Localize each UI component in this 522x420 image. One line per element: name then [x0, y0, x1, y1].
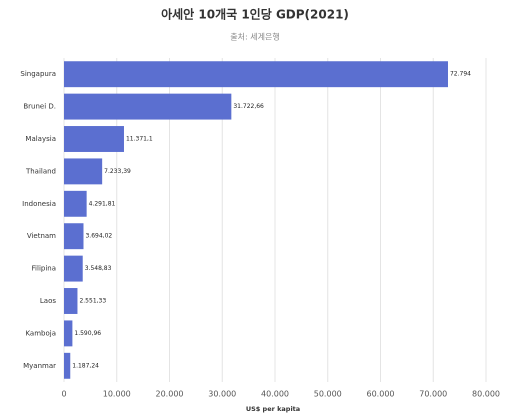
- x-tick-label: 40.000: [261, 390, 289, 399]
- x-tick-label: 60.000: [367, 390, 395, 399]
- value-label: 31.722,66: [233, 103, 264, 110]
- bar: [64, 320, 73, 347]
- value-label: 4.291,81: [89, 200, 116, 207]
- bar: [64, 352, 71, 379]
- bar: [64, 93, 232, 120]
- y-tick-label: Filipina: [32, 265, 56, 273]
- y-tick-label: Vietnam: [27, 232, 56, 240]
- bar: [64, 288, 78, 314]
- x-tick-label: 0: [61, 390, 66, 399]
- bar: [64, 255, 83, 282]
- y-tick-label: Kamboja: [25, 329, 56, 337]
- x-axis-label: US$ per kapita: [246, 405, 300, 413]
- x-tick-label: 50.000: [314, 390, 342, 399]
- x-tick-label: 20.000: [156, 390, 184, 399]
- bar: [64, 223, 84, 250]
- value-label: 11.371,1: [126, 136, 153, 143]
- bar: [64, 190, 87, 217]
- bar: [64, 158, 103, 185]
- bar: [64, 126, 124, 152]
- value-label: 2.551,33: [79, 298, 106, 305]
- chart-title: 아세안 10개국 1인당 GDP(2021): [161, 7, 349, 22]
- value-label: 3.694,02: [85, 233, 112, 240]
- x-tick-label: 70.000: [419, 390, 447, 399]
- x-tick-label: 80.000: [472, 390, 500, 399]
- value-label: 3.548,83: [85, 265, 112, 272]
- y-tick-label: Indonesia: [22, 200, 56, 208]
- value-label: 1.590,96: [74, 330, 101, 337]
- bar: [64, 61, 448, 88]
- x-tick-label: 30.000: [208, 390, 236, 399]
- value-label: 7.233,39: [104, 168, 131, 175]
- y-tick-label: Thailand: [25, 167, 56, 175]
- chart-subtitle: 출처: 세계은행: [230, 32, 279, 42]
- value-label: 72.794: [450, 71, 471, 78]
- x-tick-label: 10.000: [103, 390, 131, 399]
- y-tick-label: Singapura: [20, 70, 56, 78]
- value-label: 1.187,24: [72, 362, 99, 369]
- y-tick-label: Myanmar: [23, 362, 56, 370]
- y-tick-label: Brunei D.: [23, 103, 56, 111]
- y-tick-label: Laos: [40, 297, 56, 305]
- y-tick-label: Malaysia: [25, 135, 56, 143]
